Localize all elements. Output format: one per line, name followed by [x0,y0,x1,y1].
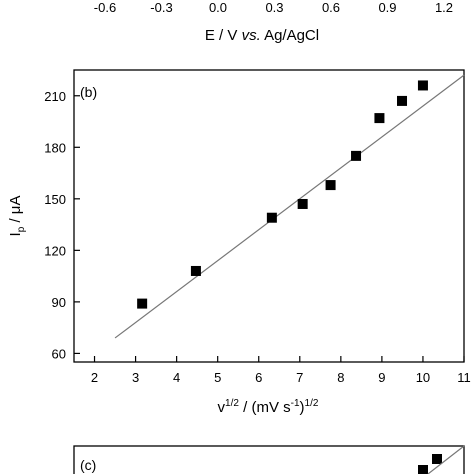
y-tick-label: 150 [44,192,66,207]
data-point [190,265,201,276]
panel-a-x-axis-title: E / V vs. Ag/AgCl [205,27,319,44]
panel-b-fit-line [114,74,465,339]
y-tick-label: 90 [52,295,66,310]
y-tick-label: 180 [44,140,66,155]
data-point [297,198,308,209]
y-tick-label: 120 [44,243,66,258]
panel-b: (b) 2 3 4 5 6 7 8 9 10 11 60 90 120 150 180 210 v1/2​ … [7,69,471,416]
x-tick-label: 3 [132,370,139,385]
panel-b-y-axis: 60 90 120 150 180 210 [44,89,80,361]
data-point [397,95,408,106]
data-point [374,113,385,124]
x-tick-label: 6 [255,370,262,385]
x-tick-label: 2 [91,370,98,385]
panel-b-x-axis: 2 3 4 5 6 7 8 9 10 11 [91,356,471,385]
x-tick-label: 4 [173,370,180,385]
panel-c-plot-frame [73,445,465,474]
panel-a-x-tick-label: 1.2 [435,0,453,15]
panel-a-x-ticks: -0.6 -0.3 0.0 0.3 0.6 0.9 1.2 [94,0,453,15]
panel-a-x-tick-label: 0.6 [322,0,340,15]
data-point [351,150,362,161]
panel-a-x-tick-label: -0.3 [150,0,172,15]
x-tick-label: 10 [416,370,430,385]
data-point [418,465,428,474]
panel-c-label: (c) [80,457,96,473]
x-tick-label: 9 [378,370,385,385]
y-tick-label: 210 [44,89,66,104]
panel-c-fit-line [427,445,465,474]
panel-b-data-points [137,80,428,309]
panel-a-x-tick-label: 0.0 [209,0,227,15]
x-tick-label: 11 [457,370,471,385]
panel-a-x-tick-label: 0.3 [265,0,283,15]
data-point [417,80,428,91]
panel-b-label: (b) [80,84,97,100]
panel-c-data-points [418,454,442,474]
y-tick-label: 60 [52,346,66,361]
data-point [432,454,442,464]
panel-b-y-axis-title: Ip​ / μA [7,196,27,237]
panel-b-plot-frame [73,69,465,363]
x-tick-label: 5 [214,370,221,385]
panel-a: -0.6 -0.3 0.0 0.3 0.6 0.9 1.2 E / V vs. Ag/AgC… [94,0,453,44]
data-point [266,212,277,223]
x-tick-label: 8 [337,370,344,385]
panel-c: (c) [73,445,465,474]
panel-b-x-axis-title: v1/2​ / (mV s-1​)1/2​ [218,398,319,416]
panel-a-x-tick-label: 0.9 [378,0,396,15]
x-tick-label: 7 [296,370,303,385]
panel-a-x-tick-label: -0.6 [94,0,116,15]
data-point [137,298,148,309]
data-point [325,180,336,191]
